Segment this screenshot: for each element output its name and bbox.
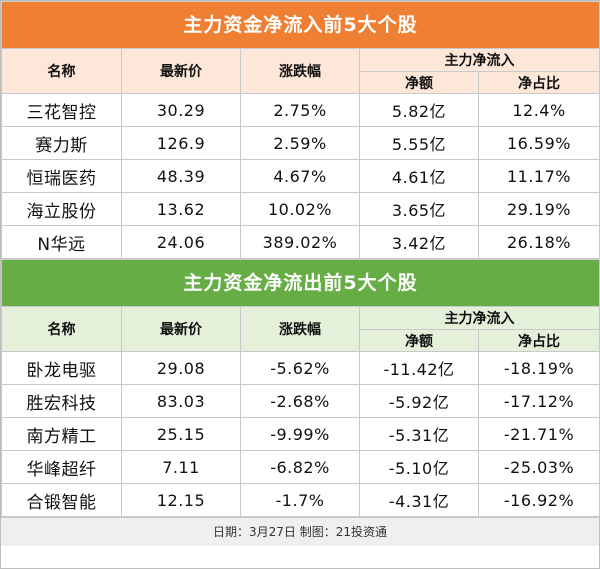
stock-name: 卧龙电驱 (1, 351, 122, 385)
stock-net: -11.42亿 (359, 351, 479, 385)
col-header-group: 主力净流入 (359, 306, 600, 330)
stock-ratio: 16.59% (478, 126, 600, 160)
col-header-price: 最新价 (121, 48, 241, 94)
col-header-ratio: 净占比 (478, 329, 600, 352)
stock-net: -5.31亿 (359, 417, 479, 451)
stock-ratio: 12.4% (478, 93, 600, 127)
stock-net: -5.92亿 (359, 384, 479, 418)
col-header-ratio: 净占比 (478, 71, 600, 94)
stock-ratio: -17.12% (478, 384, 600, 418)
stock-price: 126.9 (121, 126, 241, 160)
stock-name: 合锻智能 (1, 483, 122, 517)
stock-price: 25.15 (121, 417, 241, 451)
inflow-table: 主力资金净流入前5大个股 名称 最新价 涨跌幅 主力净流入 净额 净占比 三花智… (1, 1, 600, 259)
col-header-name: 名称 (1, 48, 122, 94)
stock-ratio: -21.71% (478, 417, 600, 451)
stock-price: 13.62 (121, 192, 241, 226)
stock-net: -4.31亿 (359, 483, 479, 517)
stock-net: -5.10亿 (359, 450, 479, 484)
stock-ratio: 11.17% (478, 159, 600, 193)
table-row: 南方精工 25.15 -9.99% -5.31亿 -21.71% (1, 417, 600, 451)
stock-price: 48.39 (121, 159, 241, 193)
stock-price: 83.03 (121, 384, 241, 418)
table-row: 卧龙电驱 29.08 -5.62% -11.42亿 -18.19% (1, 351, 600, 385)
stock-net: 3.65亿 (359, 192, 479, 226)
col-header-net: 净额 (359, 329, 479, 352)
stock-change: 2.75% (240, 93, 360, 127)
col-header-price: 最新价 (121, 306, 241, 352)
stock-change: -1.7% (240, 483, 360, 517)
inflow-title: 主力资金净流入前5大个股 (1, 1, 600, 49)
outflow-table: 主力资金净流出前5大个股 名称 最新价 涨跌幅 主力净流入 净额 净占比 卧龙电… (1, 259, 600, 517)
stock-change: 389.02% (240, 225, 360, 259)
col-header-net: 净额 (359, 71, 479, 94)
col-header-change: 涨跌幅 (240, 306, 360, 352)
stock-ratio: 26.18% (478, 225, 600, 259)
stock-price: 24.06 (121, 225, 241, 259)
source-footer: 日期：3月27日 制图：21投资通 (1, 517, 599, 546)
stock-net: 5.55亿 (359, 126, 479, 160)
stock-net: 3.42亿 (359, 225, 479, 259)
col-header-name: 名称 (1, 306, 122, 352)
stock-name: 海立股份 (1, 192, 122, 226)
stock-name: N华远 (1, 225, 122, 259)
stock-price: 7.11 (121, 450, 241, 484)
table-row: N华远 24.06 389.02% 3.42亿 26.18% (1, 225, 600, 259)
stock-change: -5.62% (240, 351, 360, 385)
stock-ratio: -25.03% (478, 450, 600, 484)
stock-change: 4.67% (240, 159, 360, 193)
table-row: 赛力斯 126.9 2.59% 5.55亿 16.59% (1, 126, 600, 160)
stock-name: 华峰超纤 (1, 450, 122, 484)
stock-change: 2.59% (240, 126, 360, 160)
stock-change: -9.99% (240, 417, 360, 451)
table-row: 华峰超纤 7.11 -6.82% -5.10亿 -25.03% (1, 450, 600, 484)
table-row: 海立股份 13.62 10.02% 3.65亿 29.19% (1, 192, 600, 226)
stock-ratio: -16.92% (478, 483, 600, 517)
stock-name: 胜宏科技 (1, 384, 122, 418)
table-row: 恒瑞医药 48.39 4.67% 4.61亿 11.17% (1, 159, 600, 193)
table-row: 合锻智能 12.15 -1.7% -4.31亿 -16.92% (1, 483, 600, 517)
stock-change: -2.68% (240, 384, 360, 418)
stock-change: -6.82% (240, 450, 360, 484)
stock-ratio: -18.19% (478, 351, 600, 385)
stock-name: 恒瑞医药 (1, 159, 122, 193)
stock-price: 12.15 (121, 483, 241, 517)
stock-name: 南方精工 (1, 417, 122, 451)
stock-price: 30.29 (121, 93, 241, 127)
outflow-title: 主力资金净流出前5大个股 (1, 259, 600, 307)
stock-ratio: 29.19% (478, 192, 600, 226)
col-header-change: 涨跌幅 (240, 48, 360, 94)
col-header-group: 主力净流入 (359, 48, 600, 72)
table-row: 三花智控 30.29 2.75% 5.82亿 12.4% (1, 93, 600, 127)
table-row: 胜宏科技 83.03 -2.68% -5.92亿 -17.12% (1, 384, 600, 418)
stock-change: 10.02% (240, 192, 360, 226)
stock-name: 赛力斯 (1, 126, 122, 160)
stock-net: 5.82亿 (359, 93, 479, 127)
stock-name: 三花智控 (1, 93, 122, 127)
stock-price: 29.08 (121, 351, 241, 385)
stock-net: 4.61亿 (359, 159, 479, 193)
